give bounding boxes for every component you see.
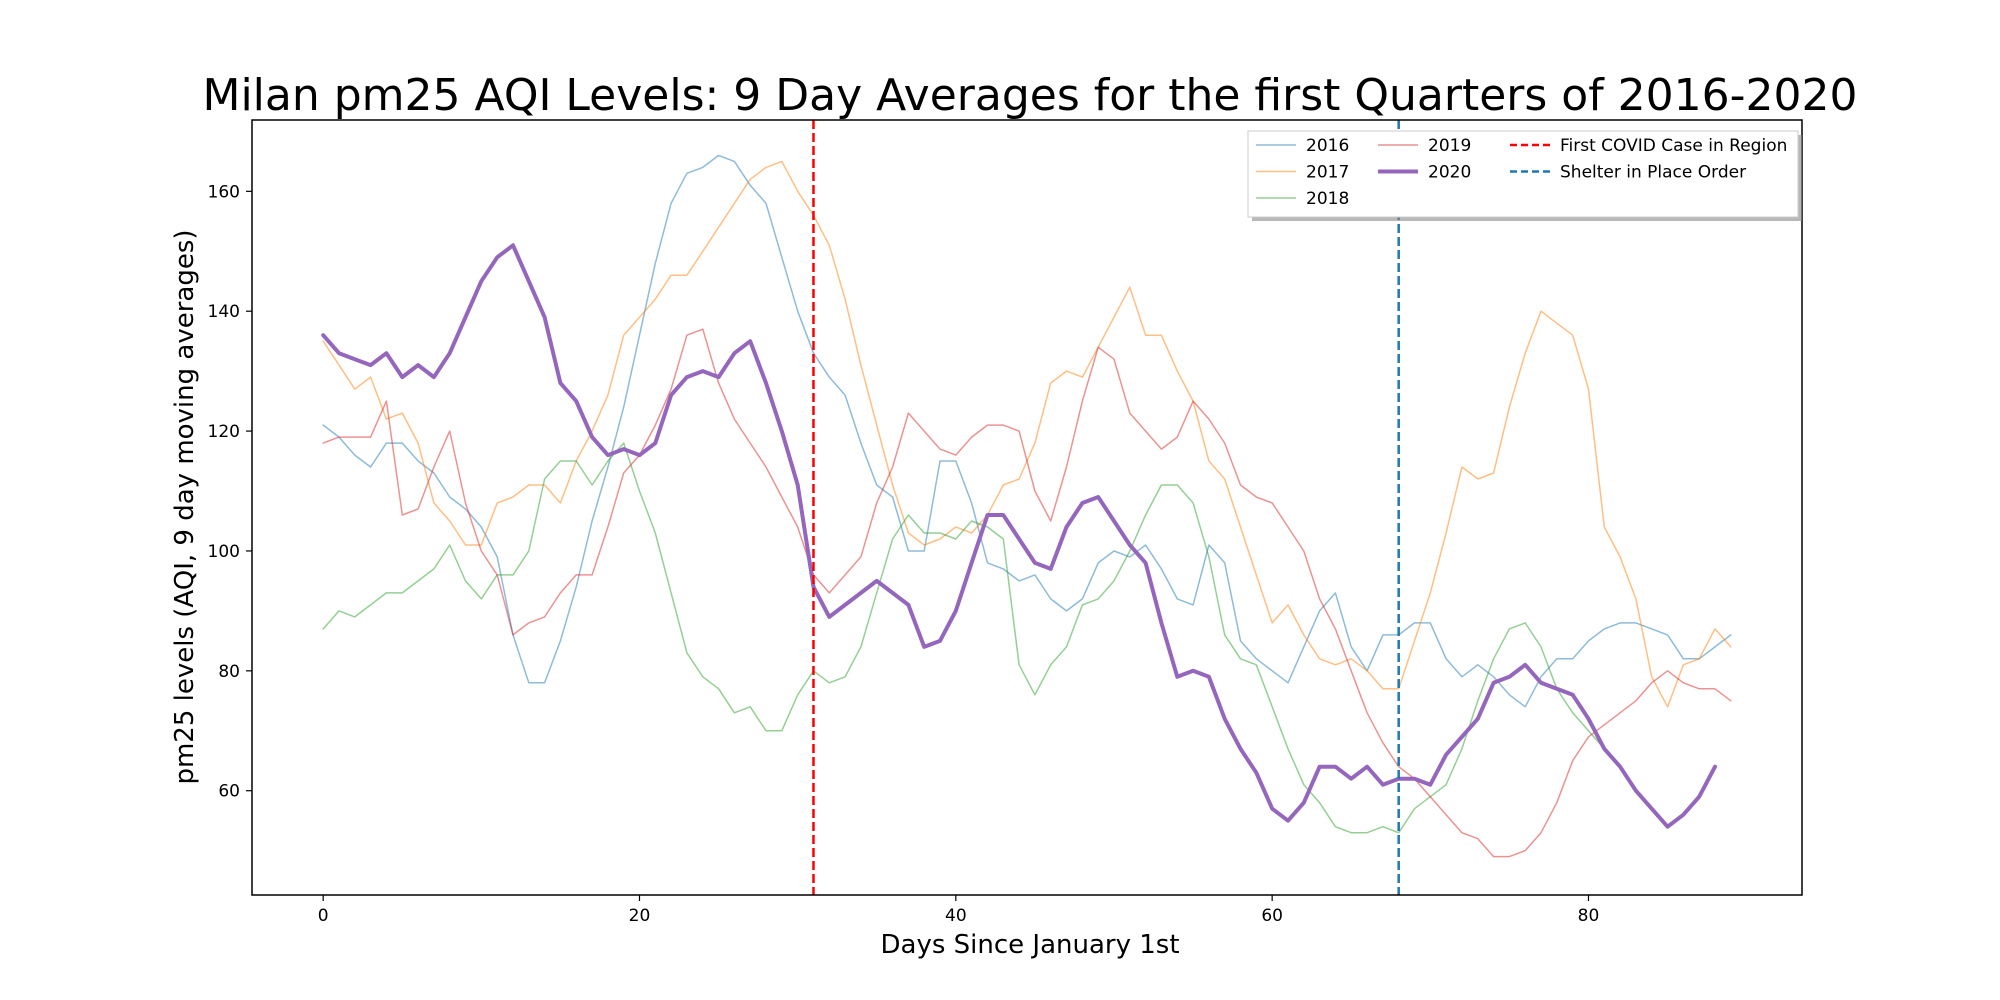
y-tick-label: 160	[208, 182, 240, 202]
legend-label: Shelter in Place Order	[1560, 163, 1746, 183]
x-axis-label: Days Since January 1st	[880, 930, 1179, 960]
y-tick-label: 140	[208, 302, 240, 322]
legend-label: First COVID Case in Region	[1560, 136, 1787, 156]
x-axis: 0 20 40 60 80	[318, 895, 1600, 926]
x-tick-label: 60	[1261, 906, 1283, 926]
plot-frame	[251, 119, 1803, 896]
x-tick-label: 0	[318, 906, 329, 926]
y-axis: 60 80 100 120 140 160	[208, 182, 252, 802]
plot-area	[321, 120, 1732, 895]
chart-title: Milan pm25 AQI Levels: 9 Day Averages fo…	[202, 70, 1857, 121]
legend-label: 2016	[1306, 136, 1349, 156]
x-tick-label: 20	[629, 906, 651, 926]
series-line-2019	[322, 328, 1732, 858]
series-line-2018	[322, 442, 1606, 834]
legend-label: 2017	[1306, 163, 1349, 183]
y-tick-label: 100	[208, 542, 240, 562]
y-tick-label: 80	[218, 662, 240, 682]
x-tick-label: 40	[945, 906, 967, 926]
legend: 2016 2017 2018 2019 2020 First COVID Case in …	[1247, 130, 1802, 221]
legend-label: 2018	[1306, 189, 1349, 209]
y-axis-label: pm25 levels (AQI, 9 day moving averages)	[170, 229, 200, 784]
series-line-2016	[322, 154, 1732, 708]
legend-label: 2020	[1428, 163, 1471, 183]
legend-label: 2019	[1428, 136, 1471, 156]
x-tick-label: 80	[1578, 906, 1600, 926]
y-tick-label: 60	[218, 782, 240, 802]
y-tick-label: 120	[208, 422, 240, 442]
series-line-2020	[321, 243, 1717, 829]
